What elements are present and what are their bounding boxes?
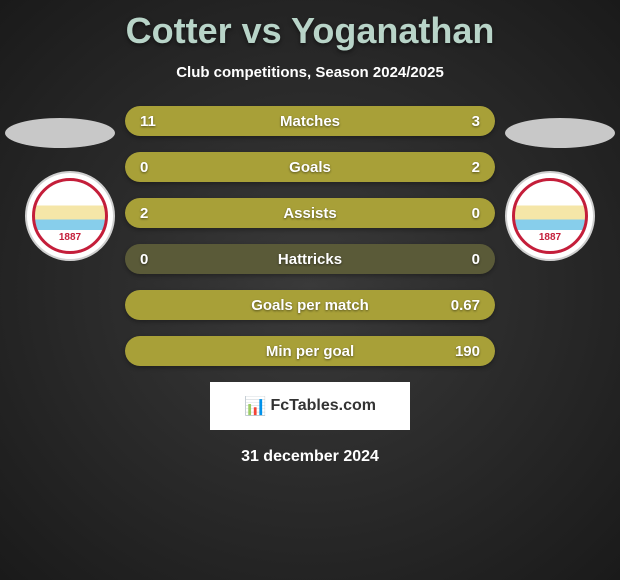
player-avatar-left	[5, 118, 115, 148]
date-label: 31 december 2024	[0, 448, 620, 466]
club-badge-left: 1887	[25, 171, 115, 261]
stat-value-right: 2	[472, 159, 480, 176]
badge-inner-right: 1887	[512, 178, 588, 254]
stat-value-right: 0.67	[451, 297, 480, 314]
badge-inner-left: 1887	[32, 178, 108, 254]
stat-row: 2Assists0	[125, 198, 495, 228]
stat-value-right: 190	[455, 343, 480, 360]
stat-label: Goals per match	[125, 297, 495, 314]
stat-row: 11Matches3	[125, 106, 495, 136]
stat-row: 0Hattricks0	[125, 244, 495, 274]
stat-value-right: 0	[472, 205, 480, 222]
stat-label: Hattricks	[125, 251, 495, 268]
stat-row: 0Goals2	[125, 152, 495, 182]
season-subtitle: Club competitions, Season 2024/2025	[0, 64, 620, 81]
stat-row: Min per goal190	[125, 336, 495, 366]
stat-label: Assists	[125, 205, 495, 222]
stat-value-right: 3	[472, 113, 480, 130]
badge-year-right: 1887	[539, 232, 561, 243]
stat-row: Goals per match0.67	[125, 290, 495, 320]
chart-icon: 📊	[244, 396, 266, 417]
badge-year-left: 1887	[59, 232, 81, 243]
stat-label: Matches	[125, 113, 495, 130]
content-area: 1887 1887 11Matches30Goals22Assists00Hat…	[0, 106, 620, 366]
stat-value-right: 0	[472, 251, 480, 268]
stats-container: 11Matches30Goals22Assists00Hattricks0Goa…	[125, 106, 495, 366]
stat-label: Goals	[125, 159, 495, 176]
comparison-title: Cotter vs Yoganathan	[0, 0, 620, 52]
watermark-logo: 📊 FcTables.com	[210, 382, 410, 430]
player-avatar-right	[505, 118, 615, 148]
club-badge-right: 1887	[505, 171, 595, 261]
watermark-text: FcTables.com	[270, 397, 376, 415]
stat-label: Min per goal	[125, 343, 495, 360]
